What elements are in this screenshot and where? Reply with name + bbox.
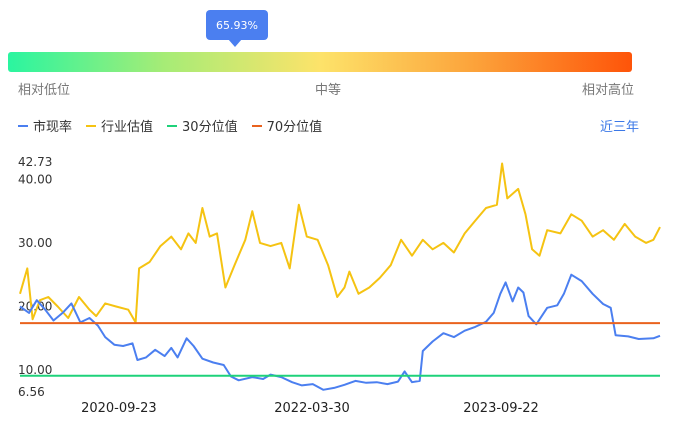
y-tick-label: 6.56 xyxy=(18,385,45,399)
legend-item-p30[interactable]: 30分位值 xyxy=(167,116,238,135)
legend-label-pcf: 市现率 xyxy=(33,120,73,135)
percentile-bubble: 65.93% xyxy=(206,10,268,47)
scale-mid-label: 中等 xyxy=(315,83,342,98)
legend-label-p70: 70分位值 xyxy=(266,120,323,135)
chart-legend: 市现率 行业估值 30分位值 70分位值 xyxy=(18,116,322,135)
x-axis: 2020-09-23 2022-03-30 2023-09-22 xyxy=(81,401,539,416)
series-layer xyxy=(19,162,661,391)
industry-valuation-line xyxy=(19,162,661,324)
legend-swatch-pcf xyxy=(18,124,28,127)
legend-item-p70[interactable]: 70分位值 xyxy=(251,116,323,135)
legend-swatch-p70 xyxy=(251,124,262,127)
legend-item-pcf[interactable]: 市现率 xyxy=(18,116,72,135)
x-tick-label: 2022-03-30 xyxy=(274,401,350,416)
y-tick-label: 30.00 xyxy=(18,236,52,250)
percentile-value: 65.93% xyxy=(216,18,258,32)
legend-label-p30: 30分位值 xyxy=(182,120,238,135)
percentile-gradient-bar xyxy=(8,52,632,72)
y-tick-label: 40.00 xyxy=(18,172,52,186)
y-tick-label: 42.73 xyxy=(18,155,52,169)
legend-swatch-industry xyxy=(86,124,97,127)
x-tick-label: 2020-09-23 xyxy=(81,401,157,416)
legend-item-industry[interactable]: 行业估值 xyxy=(86,116,153,135)
scale-high-label: 相对高位 xyxy=(582,83,635,98)
scale-low-label: 相对低位 xyxy=(18,83,71,98)
y-tick-label: 10.00 xyxy=(18,363,52,377)
period-selector-link[interactable]: 近三年 xyxy=(600,120,640,135)
legend-swatch-p30 xyxy=(167,124,178,127)
pcf-line xyxy=(19,273,661,391)
x-tick-label: 2023-09-22 xyxy=(463,401,539,416)
legend-label-industry: 行业估值 xyxy=(101,120,154,135)
